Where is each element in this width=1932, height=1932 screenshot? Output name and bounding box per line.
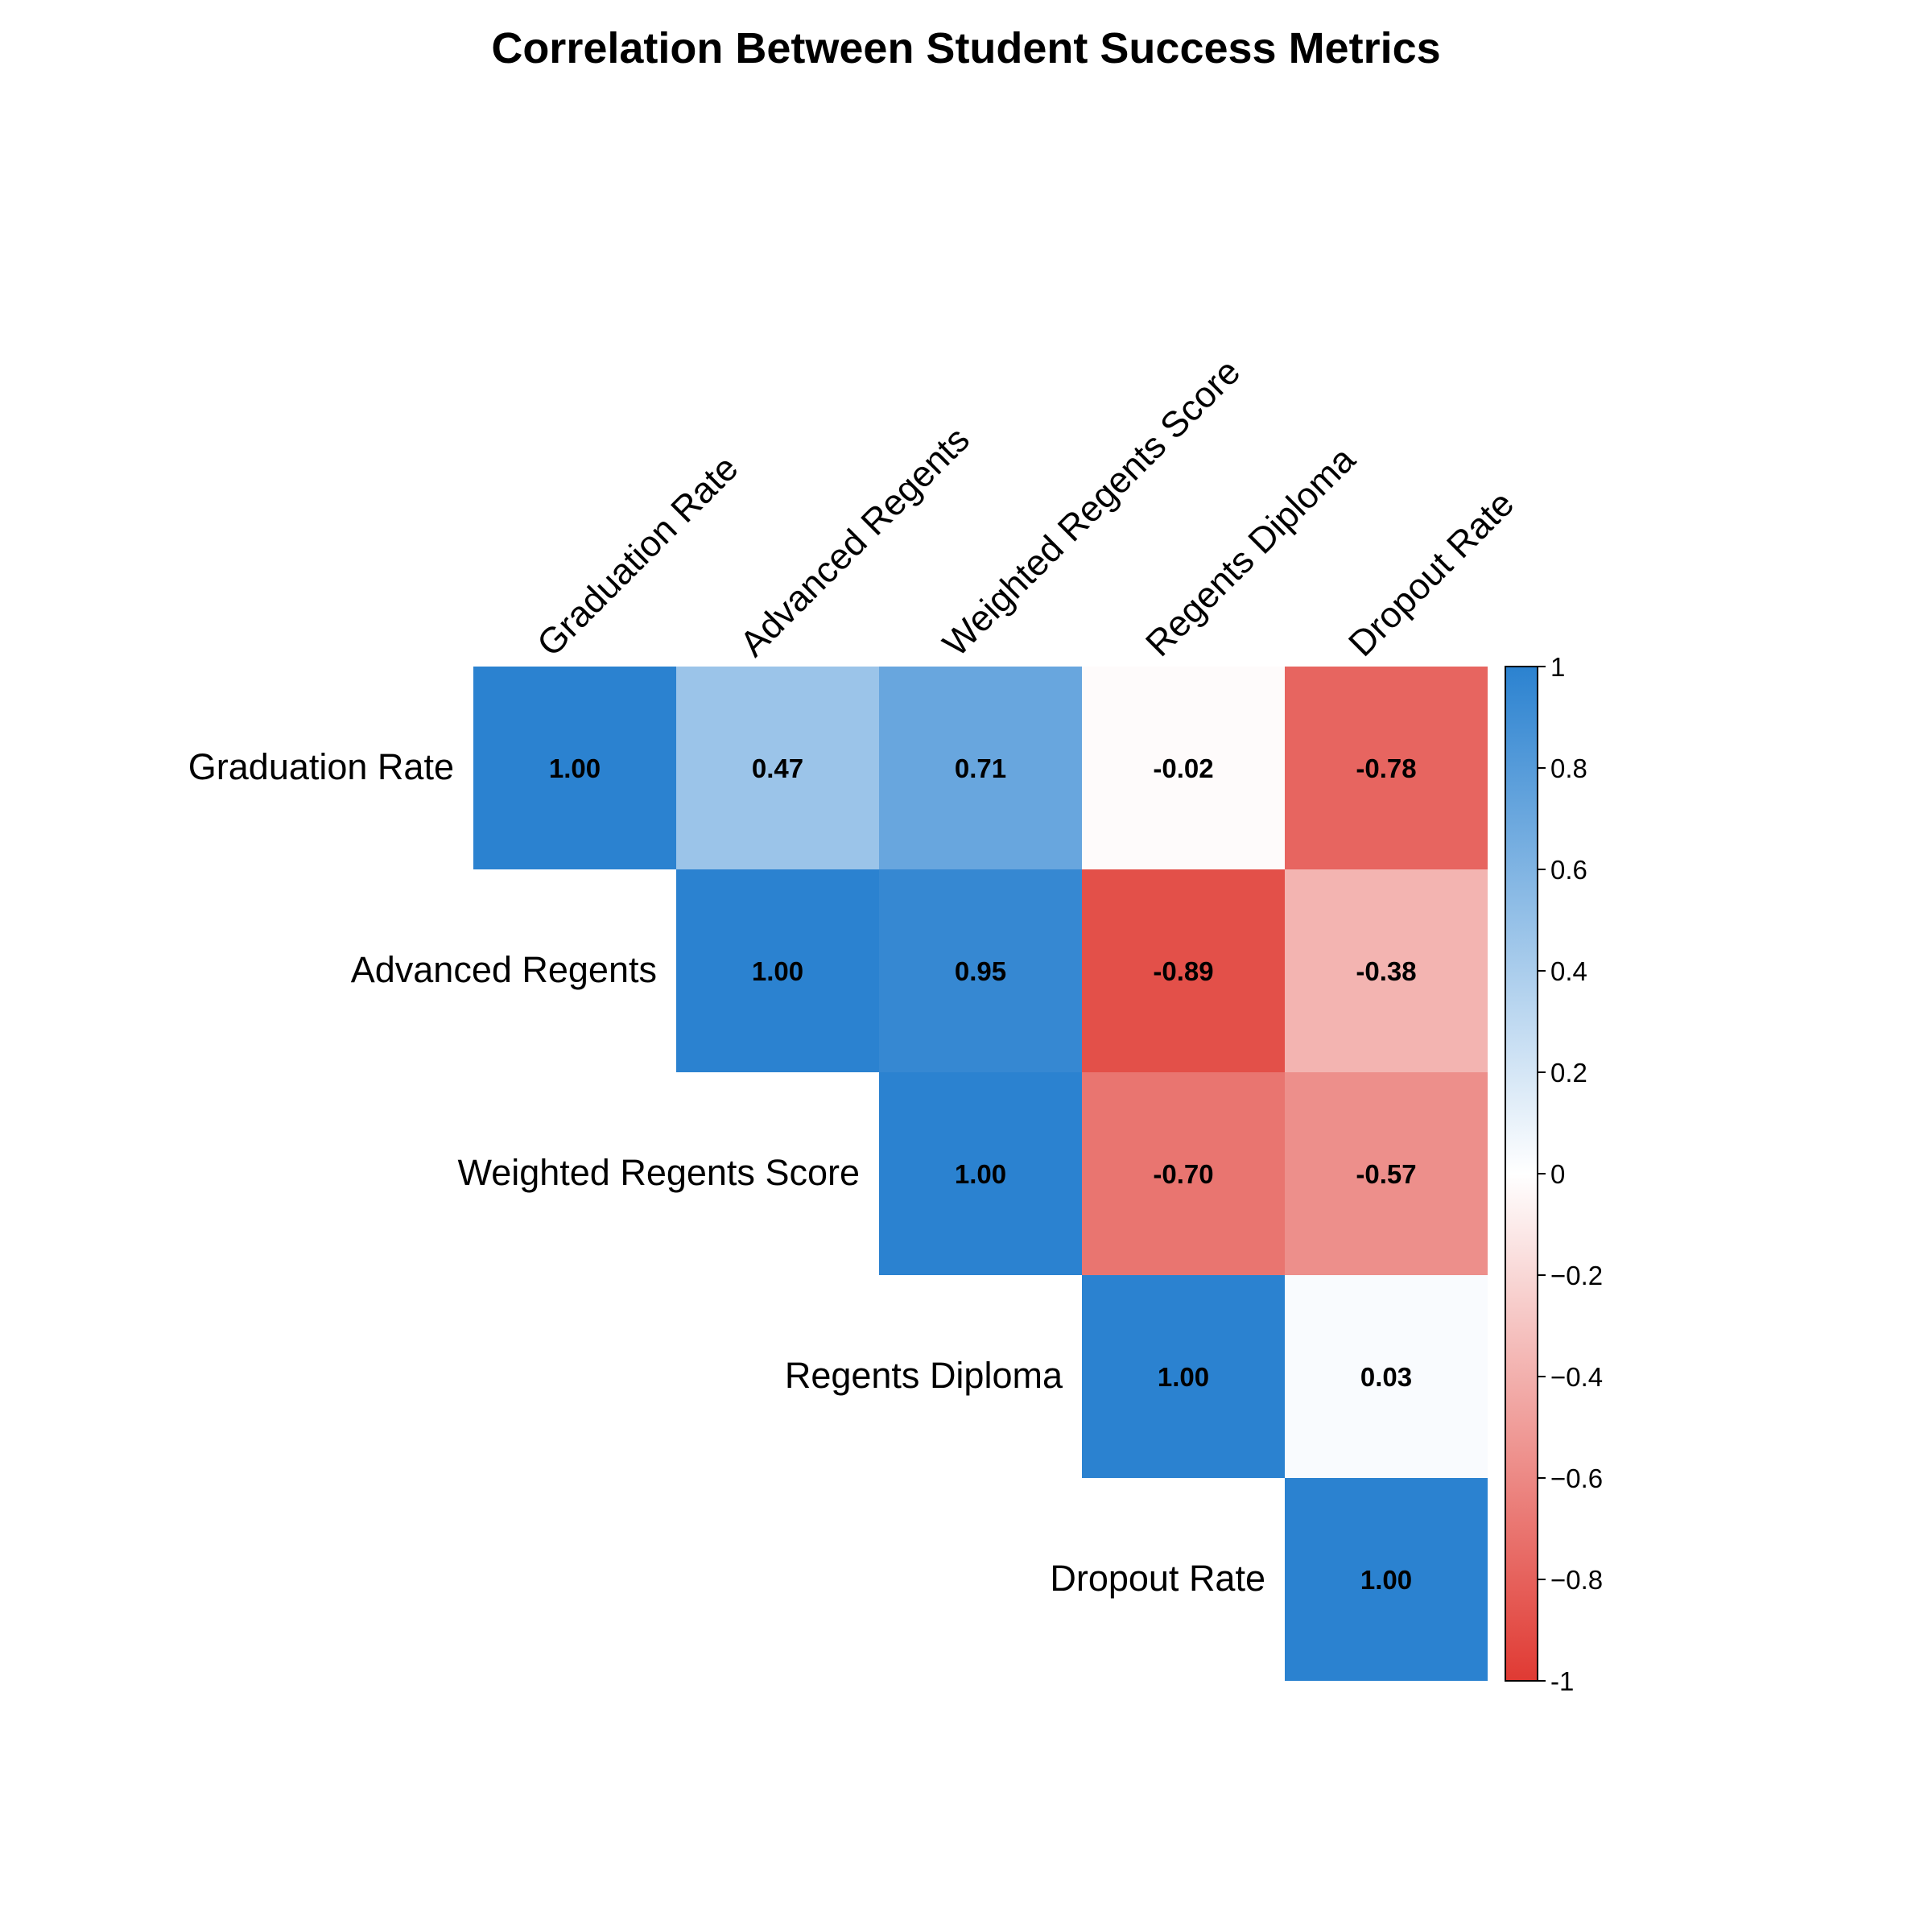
cell-value-label: -0.78	[1356, 753, 1416, 783]
row-label-weighted-regents-score: Weighted Regents Score	[458, 1152, 860, 1193]
cell-value-label: 1.00	[1158, 1362, 1209, 1392]
column-label-advanced-regents: Advanced Regents	[732, 419, 977, 664]
cell-value-label: 1.00	[752, 956, 803, 986]
heatmap-cell-graduation-rate-graduation-rate	[473, 667, 676, 869]
heatmap-cells: 1.00 0.47 0.71 -0.02 -0.78 1.00 0.95 -0.89 -0.38…	[473, 667, 1488, 1681]
heatmap-cell-advanced-regents-advanced-regents	[676, 869, 879, 1072]
heatmap-cell-graduation-rate-regents-diploma	[1082, 667, 1285, 869]
heatmap-cell-graduation-rate-dropout-rate	[1285, 667, 1488, 869]
heatmap-cell-graduation-rate-weighted-regents-score	[879, 667, 1082, 869]
cell-value-label: 0.95	[955, 956, 1006, 986]
colorbar-tick-label: −0.6	[1550, 1463, 1603, 1493]
colorbar-tick-label: 0.6	[1550, 855, 1587, 885]
cell-value-label: -0.89	[1153, 956, 1213, 986]
colorbar-tick-label: -1	[1550, 1666, 1574, 1696]
cell-value-label: 1.00	[1360, 1565, 1412, 1595]
row-label-regents-diploma: Regents Diploma	[785, 1355, 1063, 1396]
heatmap-cell-advanced-regents-regents-diploma	[1082, 869, 1285, 1072]
chart-title: Correlation Between Student Success Metr…	[491, 24, 1440, 72]
heatmap-cell-graduation-rate-advanced-regents	[676, 667, 879, 869]
colorbar-gradient	[1505, 666, 1538, 1682]
heatmap-cell-regents-diploma-regents-diploma	[1082, 1275, 1285, 1478]
cell-value-label: -0.02	[1153, 753, 1213, 783]
cell-value-label: 0.71	[955, 753, 1006, 783]
heatmap-cell-weighted-regents-score-dropout-rate	[1285, 1072, 1488, 1275]
row-label-graduation-rate: Graduation Rate	[188, 746, 454, 787]
cell-value-label: -0.57	[1356, 1159, 1416, 1189]
column-label-graduation-rate: Graduation Rate	[529, 448, 746, 665]
row-labels: Graduation Rate Advanced Regents Weighted …	[188, 746, 1265, 1599]
heatmap-cell-weighted-regents-score-regents-diploma	[1082, 1072, 1285, 1275]
colorbar: 1 0.8 0.6 0.4 0.2 0 −0.2 −0.4 −0.6 −0.8 -1	[1505, 652, 1603, 1696]
colorbar-tick-label: −0.2	[1550, 1261, 1603, 1290]
cell-value-label: 0.03	[1360, 1362, 1412, 1392]
heatmap-cell-advanced-regents-dropout-rate	[1285, 869, 1488, 1072]
heatmap-cell-dropout-rate-dropout-rate	[1285, 1478, 1488, 1681]
cell-value-label: -0.38	[1356, 956, 1416, 986]
colorbar-tick-label: −0.4	[1550, 1362, 1603, 1392]
heatmap-cell-weighted-regents-score-weighted-regents-score	[879, 1072, 1082, 1275]
cell-value-label: 1.00	[549, 753, 601, 783]
heatmap-cell-advanced-regents-weighted-regents-score	[879, 869, 1082, 1072]
column-label-regents-diploma: Regents Diploma	[1137, 438, 1364, 664]
colorbar-tick-label: 0.8	[1550, 753, 1587, 783]
row-label-dropout-rate: Dropout Rate	[1050, 1558, 1265, 1599]
cell-value-label: 0.47	[752, 753, 803, 783]
colorbar-tick-label: 1	[1550, 652, 1565, 682]
colorbar-tick-label: 0	[1550, 1159, 1565, 1189]
colorbar-tick-label: 0.4	[1550, 956, 1587, 986]
colorbar-tick-label: −0.8	[1550, 1565, 1603, 1595]
cell-value-label: -0.70	[1153, 1159, 1213, 1189]
heatmap-cell-regents-diploma-dropout-rate	[1285, 1275, 1488, 1478]
cell-value-label: 1.00	[955, 1159, 1006, 1189]
column-label-dropout-rate: Dropout Rate	[1340, 483, 1521, 664]
colorbar-tick-label: 0.2	[1550, 1058, 1587, 1088]
row-label-advanced-regents: Advanced Regents	[351, 949, 657, 990]
